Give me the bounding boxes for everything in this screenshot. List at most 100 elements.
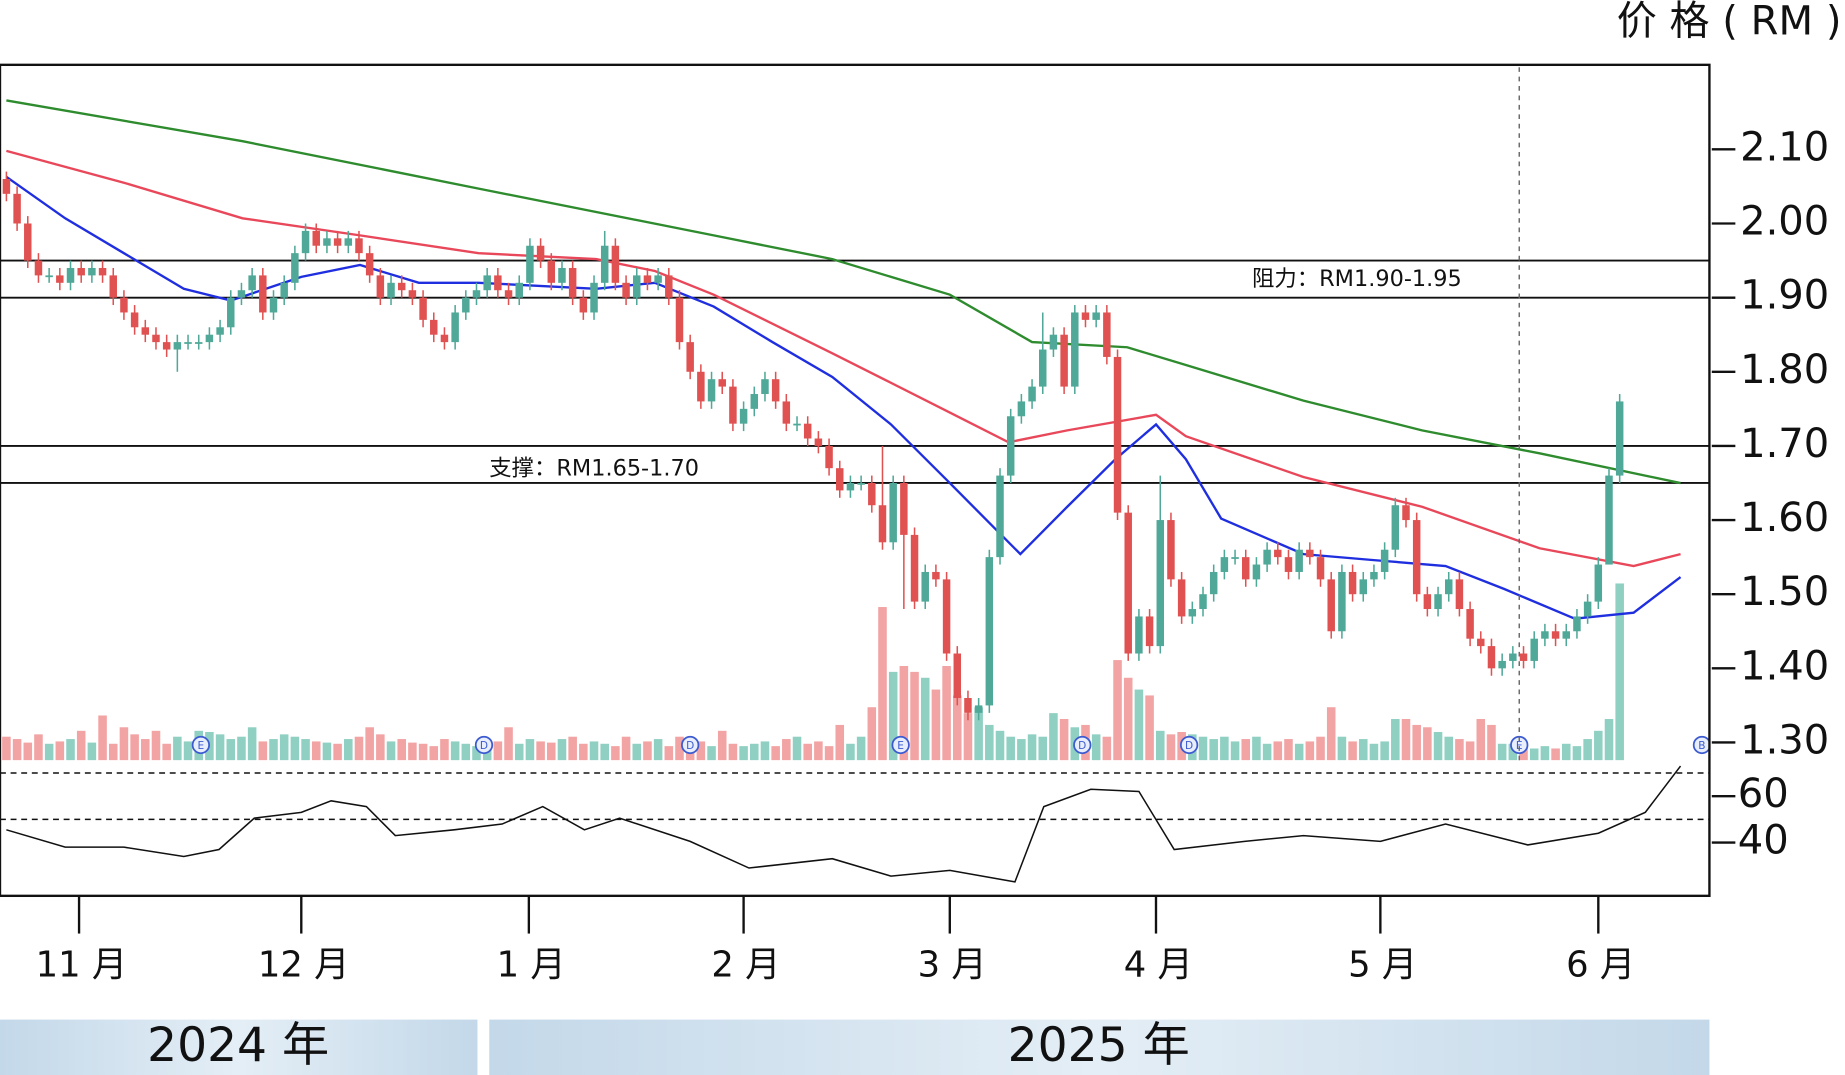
candle-body [440,334,449,343]
volume-bar [269,739,278,761]
candle-body [408,290,417,298]
volume-bar [1412,724,1421,761]
candle-body [697,371,705,402]
candle-body [237,290,246,298]
volume-bar [1049,713,1058,761]
volume-bar [76,730,86,761]
volume-bar [183,741,193,761]
candle-body [280,282,288,298]
candle-body [333,238,342,246]
event-label: B [1698,740,1705,752]
candle-body [291,253,299,283]
volume-bar [1006,736,1015,761]
volume-bar [493,741,503,761]
candle-body [1006,416,1015,476]
volume-bar [942,665,951,761]
candle-body [857,482,865,485]
candle-body [526,245,534,283]
volume-bar [440,739,449,761]
volume-bar [525,739,535,761]
volume-bar [119,727,129,761]
volume-bar [1091,734,1101,761]
moving-average [6,149,1681,568]
candle-body [1017,401,1026,417]
plot-frame [0,63,1711,898]
candle-body [1135,616,1143,654]
volume-bar [1316,736,1325,761]
support-label: 支撑：RM1.65-1.70 [489,456,699,482]
candle-body [45,275,53,278]
candle-body [355,238,363,254]
candle-body [1295,549,1303,572]
moving-average [6,99,1681,485]
candle-body [686,342,694,372]
candle-body [109,275,117,298]
volume-bar [429,746,439,761]
rsi-panel [0,765,1710,883]
volume-bar [1358,739,1368,761]
candle-body [1209,571,1218,595]
candle-body [1316,557,1325,580]
volume-bar [899,665,909,761]
volume-bar [215,734,225,761]
volume-bar [1038,736,1048,761]
candle-body [1519,653,1528,661]
candle-body [825,445,833,469]
candle-body [269,297,278,313]
candle-body [472,290,481,298]
volume-bar [12,739,22,761]
candle-body [66,267,75,283]
candle-body [750,394,759,409]
volume-bar [1423,727,1432,761]
candle-body [665,275,673,298]
candle-body [141,327,150,335]
y-tick-label: 1.90 [1740,273,1829,319]
volume-bar [600,743,609,761]
candle-body [1498,660,1506,669]
volume-bar [290,736,300,761]
candle-body [515,282,523,298]
annotation-bg [486,454,690,481]
candle-body [1028,386,1036,402]
candle-body [194,342,203,344]
y-tick-label: 2.00 [1740,198,1829,244]
candle-body [1338,571,1346,632]
volume-bar [995,730,1005,761]
candle-body [996,475,1004,558]
volume-bar [1583,739,1592,761]
volume-bar [87,742,97,761]
volume-bar [98,715,107,761]
candle-body [1444,579,1453,595]
candle-body [1455,579,1464,610]
candle-body [1167,520,1175,580]
candle-body [1263,549,1271,565]
volume-bar [579,743,588,761]
candle-body [921,571,929,602]
rsi-tick-label: 40 [1738,818,1789,864]
candle-body [718,379,726,387]
volume-bar [547,742,556,761]
volume-bar [397,739,406,761]
volume-bar [1337,736,1347,761]
volume-bar [1252,736,1261,761]
year-label: 2025 年 [1008,1018,1190,1073]
event-marker [1073,735,1092,755]
y-tick-label: 2.10 [1740,124,1829,170]
volume-bar [1561,743,1571,761]
candle-body [1252,564,1261,580]
candle-body [974,705,983,713]
candle-body [1177,579,1186,617]
volume-bar [557,739,567,761]
volume-bar [514,743,524,761]
volume-bar [418,743,428,761]
candle-body [1156,520,1165,647]
candle-body [611,245,620,283]
event-marker [1692,735,1710,755]
candle-body [1615,401,1624,476]
volume-bar [247,727,257,761]
candle-body [985,557,994,706]
volume-bar [931,689,941,761]
candle-body [889,482,897,543]
candle-body [1081,312,1090,320]
volume-bar [44,743,54,761]
